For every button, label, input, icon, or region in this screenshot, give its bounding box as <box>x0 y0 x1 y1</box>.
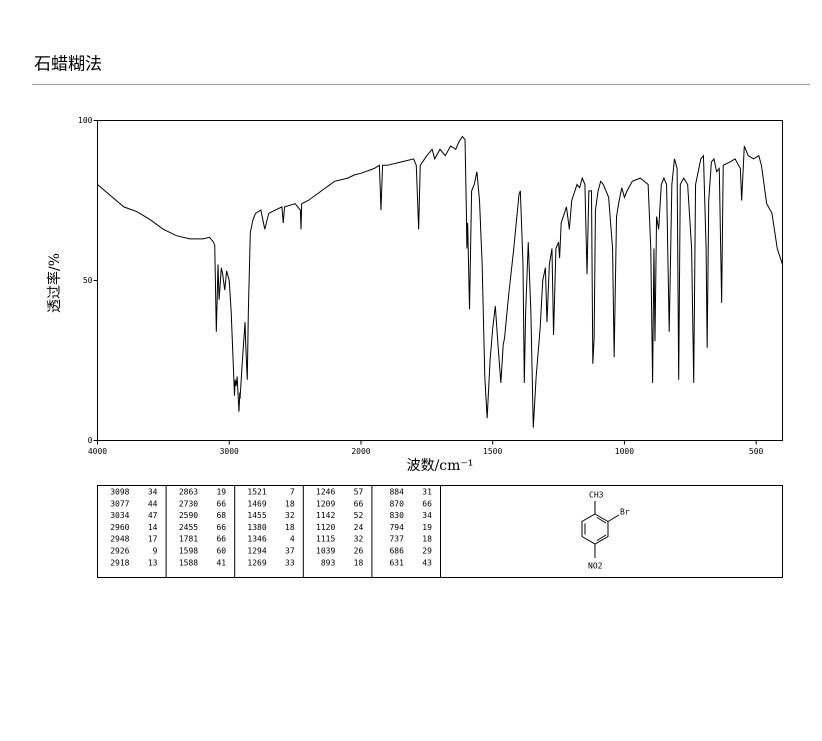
double-bond <box>596 534 607 541</box>
structure-label: Br <box>620 508 630 517</box>
peak-wavenumber: 2960 <box>110 523 129 532</box>
peak-wavenumber: 2918 <box>110 558 129 567</box>
peak-wavenumber: 1380 <box>247 523 266 532</box>
spectrum-line <box>97 135 783 428</box>
y-tick-label: 0 <box>88 436 93 445</box>
y-tick-label: 50 <box>83 276 93 285</box>
peak-transmittance: 14 <box>148 523 158 532</box>
structure-label: NO2 <box>588 562 603 571</box>
x-tick-label: 4000 <box>88 447 107 456</box>
peak-transmittance: 68 <box>216 511 226 520</box>
peak-transmittance: 19 <box>216 488 226 497</box>
peak-wavenumber: 1781 <box>179 535 198 544</box>
peak-wavenumber: 830 <box>389 511 404 520</box>
peak-transmittance: 32 <box>285 511 295 520</box>
x-tick-label: 1000 <box>615 447 634 456</box>
peak-wavenumber: 1142 <box>316 511 335 520</box>
peak-wavenumber: 2455 <box>179 523 198 532</box>
peak-wavenumber: 1521 <box>247 488 266 497</box>
double-bond <box>596 517 607 524</box>
peak-wavenumber: 1269 <box>247 558 266 567</box>
peak-transmittance: 31 <box>422 488 432 497</box>
peak-wavenumber: 686 <box>389 547 404 556</box>
peak-wavenumber: 1246 <box>316 488 335 497</box>
peak-transmittance: 43 <box>422 558 432 567</box>
peak-transmittance: 47 <box>148 511 158 520</box>
peak-transmittance: 37 <box>285 547 295 556</box>
peak-transmittance: 32 <box>354 535 364 544</box>
x-tick-label: 2000 <box>351 447 370 456</box>
peak-wavenumber: 2863 <box>179 488 198 497</box>
y-tick-label: 100 <box>78 116 93 125</box>
peak-transmittance: 18 <box>422 535 432 544</box>
peak-wavenumber: 2590 <box>179 511 198 520</box>
peak-wavenumber: 1588 <box>179 558 198 567</box>
peak-wavenumber: 1039 <box>316 547 335 556</box>
peak-transmittance: 66 <box>216 523 226 532</box>
x-tick-label: 1500 <box>483 447 502 456</box>
peak-wavenumber: 893 <box>321 558 336 567</box>
structure <box>581 501 620 558</box>
peak-wavenumber: 3077 <box>110 499 129 508</box>
x-tick-label: 3000 <box>220 447 239 456</box>
bond <box>607 514 620 522</box>
peak-transmittance: 66 <box>422 499 432 508</box>
peak-transmittance: 18 <box>285 523 295 532</box>
peak-transmittance: 13 <box>148 558 158 567</box>
peak-wavenumber: 1455 <box>247 511 266 520</box>
peak-transmittance: 66 <box>216 535 226 544</box>
peak-transmittance: 34 <box>148 488 158 497</box>
peak-transmittance: 57 <box>354 488 364 497</box>
peak-transmittance: 60 <box>216 547 226 556</box>
structure-label: CH3 <box>589 491 604 500</box>
peak-transmittance: 66 <box>216 499 226 508</box>
chart-title: 石蜡糊法 <box>34 55 102 75</box>
peak-wavenumber: 884 <box>389 488 404 497</box>
peak-wavenumber: 870 <box>389 499 404 508</box>
peak-transmittance: 29 <box>422 547 432 556</box>
y-axis-label: 透过率/% <box>46 253 63 313</box>
peak-transmittance: 44 <box>148 499 158 508</box>
peak-transmittance: 17 <box>148 535 158 544</box>
x-axis-label: 波数/cm⁻¹ <box>407 458 474 474</box>
peak-wavenumber: 1346 <box>247 535 266 544</box>
peak-wavenumber: 2948 <box>110 535 129 544</box>
peak-wavenumber: 3034 <box>110 511 129 520</box>
peak-transmittance: 9 <box>153 547 158 556</box>
peak-wavenumber: 1294 <box>247 547 266 556</box>
peak-wavenumber: 1115 <box>316 535 335 544</box>
peak-transmittance: 18 <box>354 558 364 567</box>
peak-wavenumber: 1598 <box>179 547 198 556</box>
x-tick-label: 500 <box>749 447 764 456</box>
peak-transmittance: 18 <box>285 499 295 508</box>
peak-wavenumber: 1120 <box>316 523 335 532</box>
peak-transmittance: 33 <box>285 558 295 567</box>
peak-transmittance: 41 <box>216 558 226 567</box>
peak-transmittance: 4 <box>290 535 295 544</box>
peak-transmittance: 19 <box>422 523 432 532</box>
peak-wavenumber: 1469 <box>247 499 266 508</box>
peak-transmittance: 52 <box>354 511 364 520</box>
peak-transmittance: 66 <box>354 499 364 508</box>
peak-wavenumber: 2926 <box>110 547 129 556</box>
peak-wavenumber: 737 <box>389 535 404 544</box>
peak-wavenumber: 794 <box>389 523 404 532</box>
peak-transmittance: 7 <box>290 488 295 497</box>
peak-transmittance: 24 <box>354 523 364 532</box>
peak-transmittance: 26 <box>354 547 364 556</box>
peak-transmittance: 34 <box>422 511 432 520</box>
peak-wavenumber: 631 <box>389 558 404 567</box>
peak-wavenumber: 3098 <box>110 488 129 497</box>
peak-wavenumber: 1209 <box>316 499 335 508</box>
peak-wavenumber: 2730 <box>179 499 198 508</box>
